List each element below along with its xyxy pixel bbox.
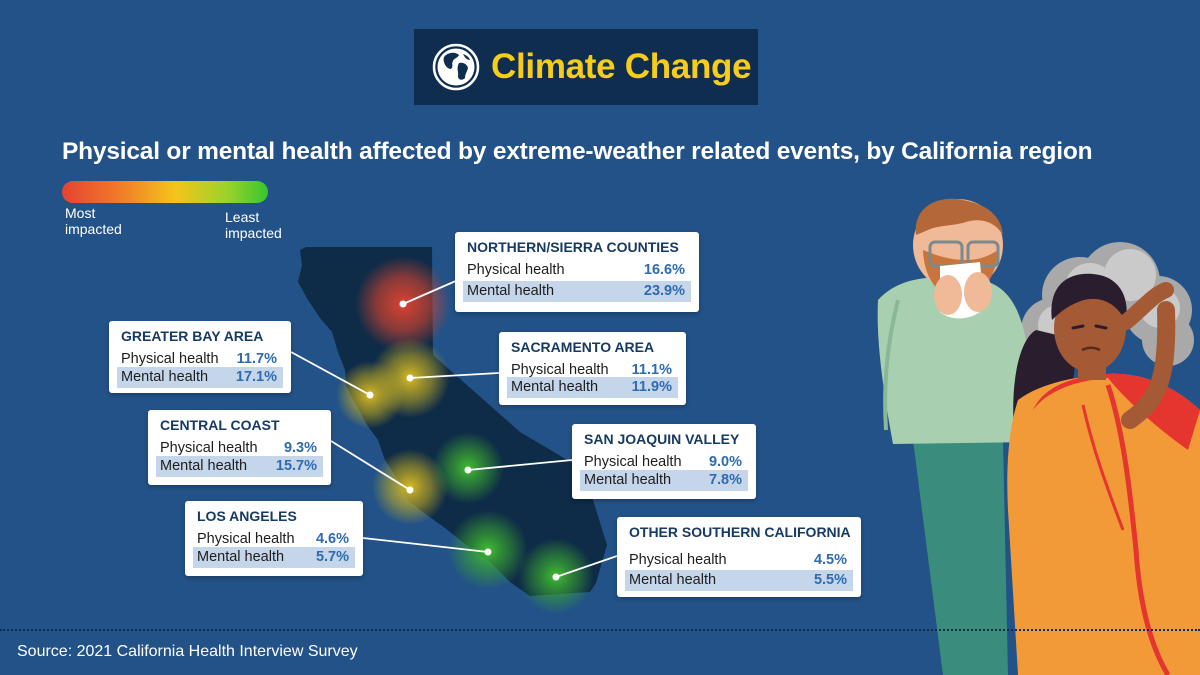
connector-sacramento — [409, 372, 500, 379]
mental-row: Mental health 17.1% — [117, 367, 283, 388]
marker-northern-sierra — [399, 300, 407, 308]
marker-sacramento — [406, 374, 414, 382]
physical-row: Physical health 9.3% — [156, 438, 323, 459]
physical-row: Physical health 9.0% — [580, 452, 748, 473]
physical-value: 11.7% — [236, 351, 277, 367]
mental-value: 5.5% — [813, 572, 847, 588]
physical-label: Physical health — [511, 362, 609, 378]
physical-value: 11.1% — [631, 362, 672, 378]
region-card-los-angeles: LOS ANGELES Physical health 4.6% Mental … — [185, 501, 363, 576]
mental-label: Mental health — [629, 572, 717, 588]
mental-row: Mental health 7.8% — [580, 470, 748, 491]
legend-least-label: Least impacted — [225, 209, 282, 241]
physical-label: Physical health — [197, 531, 295, 547]
marker-central-coast — [406, 486, 414, 494]
marker-greater-bay — [366, 391, 374, 399]
footer-divider — [0, 629, 1200, 631]
region-card-other-southern: OTHER SOUTHERN CALIFORNIA Physical healt… — [617, 517, 861, 597]
mental-value: 23.9% — [643, 283, 685, 299]
region-name: NORTHERN/SIERRA COUNTIES — [467, 239, 679, 255]
connector-northern-sierra — [402, 279, 459, 305]
physical-value: 4.5% — [813, 552, 847, 568]
region-card-greater-bay: GREATER BAY AREA Physical health 11.7% M… — [109, 321, 291, 393]
page-title: Climate Change — [491, 47, 752, 86]
mental-label: Mental health — [584, 472, 672, 488]
connector-other-southern — [555, 555, 618, 578]
mental-value: 5.7% — [315, 549, 349, 565]
mental-label: Mental health — [511, 379, 599, 395]
region-card-san-joaquin: SAN JOAQUIN VALLEY Physical health 9.0% … — [572, 424, 756, 499]
physical-value: 16.6% — [643, 262, 685, 278]
physical-row: Physical health 4.5% — [625, 550, 853, 571]
connector-greater-bay — [290, 351, 371, 396]
title-banner: Climate Change — [414, 29, 758, 105]
physical-value: 9.3% — [283, 440, 317, 456]
region-name: GREATER BAY AREA — [121, 328, 264, 344]
physical-row: Physical health 16.6% — [463, 260, 691, 281]
region-name: SAN JOAQUIN VALLEY — [584, 431, 740, 447]
physical-value: 4.6% — [315, 531, 349, 547]
region-name: SACRAMENTO AREA — [511, 339, 655, 355]
globe-icon — [432, 43, 480, 91]
physical-label: Physical health — [467, 262, 565, 278]
connector-san-joaquin — [467, 459, 573, 471]
mental-label: Mental health — [467, 283, 555, 299]
mental-label: Mental health — [121, 369, 209, 385]
mental-label: Mental health — [197, 549, 285, 565]
region-card-northern-sierra: NORTHERN/SIERRA COUNTIES Physical health… — [455, 232, 699, 312]
chart-subtitle: Physical or mental health affected by ex… — [62, 138, 1093, 165]
connector-central-coast — [330, 440, 411, 491]
people-illustration — [877, 198, 1200, 675]
mental-value: 7.8% — [708, 472, 742, 488]
marker-los-angeles — [484, 548, 492, 556]
woman-headache-illustration — [1007, 273, 1200, 675]
physical-label: Physical health — [629, 552, 727, 568]
mental-row: Mental health 15.7% — [156, 456, 323, 477]
mental-value: 11.9% — [631, 379, 672, 395]
marker-san-joaquin — [464, 466, 472, 474]
mental-value: 15.7% — [275, 458, 317, 474]
region-name: OTHER SOUTHERN CALIFORNIA — [629, 524, 851, 540]
physical-label: Physical health — [121, 351, 219, 367]
physical-label: Physical health — [584, 454, 682, 470]
legend-most-label: Most impacted — [65, 205, 122, 237]
physical-row: Physical health 4.6% — [193, 529, 355, 550]
mental-label: Mental health — [160, 458, 248, 474]
physical-label: Physical health — [160, 440, 258, 456]
physical-row: Physical health 11.7% — [117, 349, 283, 370]
region-name: LOS ANGELES — [197, 508, 297, 524]
connector-los-angeles — [362, 537, 489, 553]
physical-row: Physical health 11.1% — [507, 360, 678, 381]
physical-value: 9.0% — [708, 454, 742, 470]
man-sneezing-illustration — [877, 198, 1033, 675]
marker-other-southern — [552, 573, 560, 581]
mental-value: 17.1% — [235, 369, 277, 385]
region-name: CENTRAL COAST — [160, 417, 280, 433]
impact-legend-gradient — [62, 181, 268, 203]
region-card-sacramento: SACRAMENTO AREA Physical health 11.1% Me… — [499, 332, 686, 405]
mental-row: Mental health 11.9% — [507, 377, 678, 398]
mental-row: Mental health 23.9% — [463, 281, 691, 302]
region-card-central-coast: CENTRAL COAST Physical health 9.3% Menta… — [148, 410, 331, 485]
mental-row: Mental health 5.7% — [193, 547, 355, 568]
source-note: Source: 2021 California Health Interview… — [17, 643, 358, 660]
mental-row: Mental health 5.5% — [625, 570, 853, 591]
